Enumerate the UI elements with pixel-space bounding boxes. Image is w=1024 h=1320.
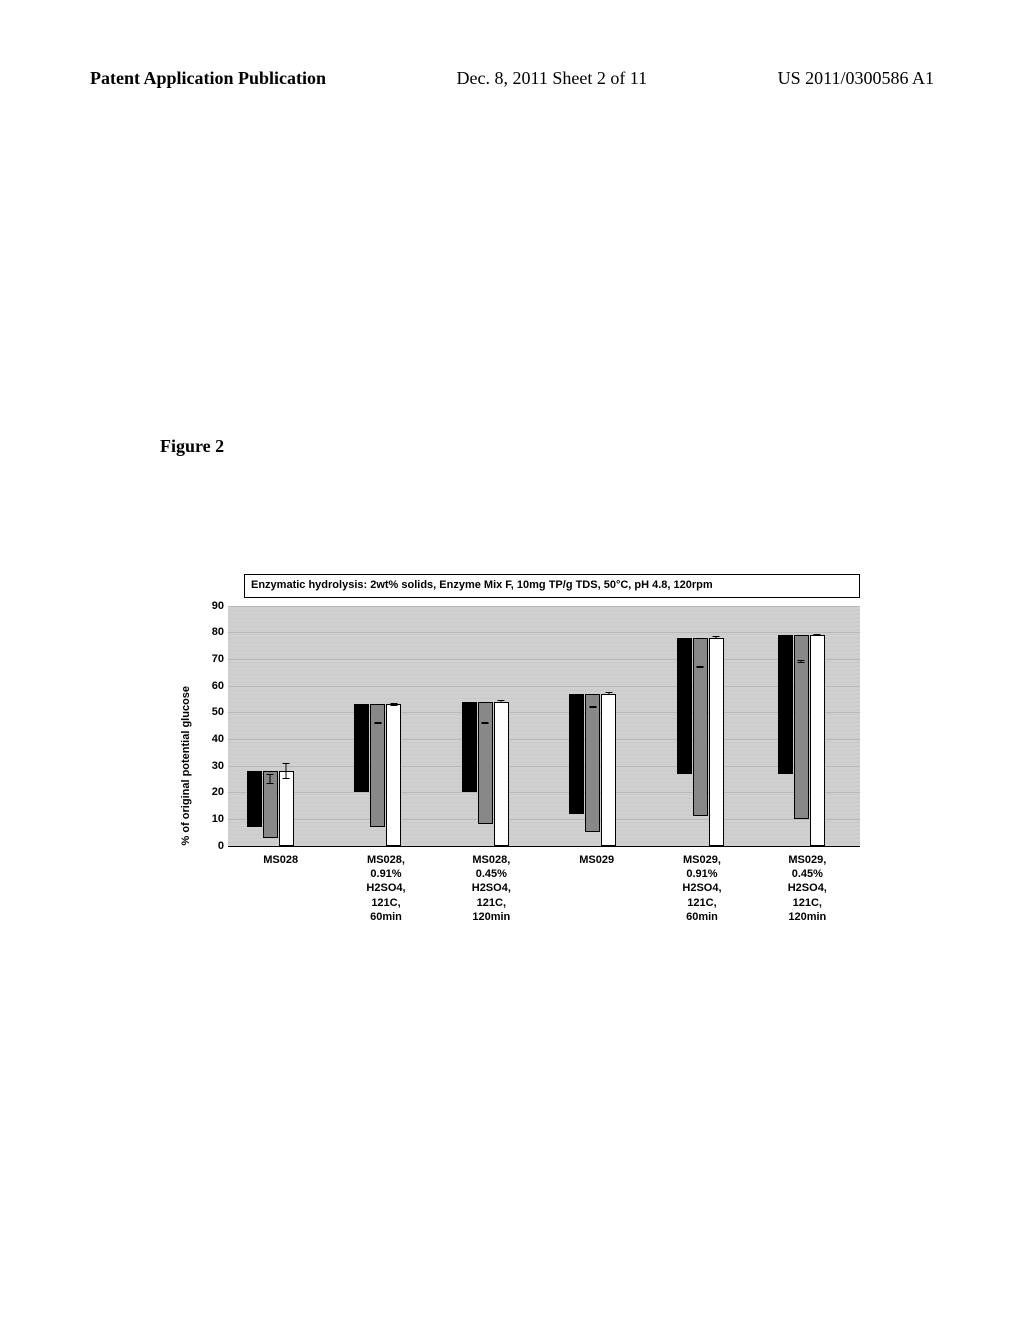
y-tick-label: 10 bbox=[212, 813, 224, 825]
y-tick-label: 20 bbox=[212, 786, 224, 798]
y-tick-label: 60 bbox=[212, 680, 224, 692]
error-bar bbox=[501, 700, 502, 703]
error-bar bbox=[801, 660, 802, 663]
y-tick-label: 90 bbox=[212, 600, 224, 612]
y-tick-label: 30 bbox=[212, 760, 224, 772]
plot-region: 0102030405060708090 MS028MS028, 0.91% H2… bbox=[198, 606, 860, 924]
bar bbox=[354, 704, 369, 792]
error-bar bbox=[377, 722, 378, 725]
bar-group bbox=[247, 771, 294, 846]
error-bar bbox=[700, 666, 701, 669]
gridline bbox=[228, 819, 860, 820]
x-axis-label: MS029 bbox=[544, 853, 649, 924]
error-bar bbox=[817, 634, 818, 637]
gridline bbox=[228, 766, 860, 767]
bar-group bbox=[354, 704, 401, 845]
x-axis-label: MS029, 0.91% H2SO4, 121C, 60min bbox=[649, 853, 754, 924]
y-tick-label: 40 bbox=[212, 733, 224, 745]
error-bar bbox=[270, 774, 271, 785]
error-bar bbox=[608, 692, 609, 695]
bar-group bbox=[778, 635, 825, 846]
bar bbox=[247, 771, 262, 827]
bar bbox=[478, 702, 493, 825]
header-right: US 2011/0300586 A1 bbox=[778, 68, 934, 89]
bar bbox=[778, 635, 793, 774]
error-bar bbox=[592, 706, 593, 709]
page-header: Patent Application Publication Dec. 8, 2… bbox=[0, 68, 1024, 89]
x-axis-label: MS028, 0.91% H2SO4, 121C, 60min bbox=[333, 853, 438, 924]
gridline bbox=[228, 659, 860, 660]
figure-label: Figure 2 bbox=[160, 436, 224, 457]
error-bar bbox=[716, 636, 717, 639]
x-axis-labels: MS028MS028, 0.91% H2SO4, 121C, 60minMS02… bbox=[228, 853, 860, 924]
y-tick-label: 50 bbox=[212, 706, 224, 718]
bar bbox=[386, 704, 401, 845]
bar bbox=[709, 638, 724, 846]
error-bar bbox=[485, 722, 486, 725]
bar bbox=[494, 702, 509, 846]
bar-group bbox=[569, 694, 616, 846]
plot-area: 0102030405060708090 bbox=[228, 606, 860, 847]
y-tick-label: 80 bbox=[212, 626, 224, 638]
y-tick-label: 70 bbox=[212, 653, 224, 665]
bar-group bbox=[462, 702, 509, 846]
x-axis-label: MS028, 0.45% H2SO4, 121C, 120min bbox=[439, 853, 544, 924]
chart-title: Enzymatic hydrolysis: 2wt% solids, Enzym… bbox=[244, 574, 860, 598]
gridline bbox=[228, 739, 860, 740]
x-axis-label: MS028 bbox=[228, 853, 333, 924]
error-bar bbox=[286, 763, 287, 779]
bar bbox=[693, 638, 708, 817]
bar bbox=[462, 702, 477, 793]
gridline bbox=[228, 606, 860, 607]
gridline bbox=[228, 792, 860, 793]
bar bbox=[677, 638, 692, 774]
gridline bbox=[228, 686, 860, 687]
bar-group bbox=[677, 638, 724, 846]
bar bbox=[601, 694, 616, 846]
x-axis-label: MS029, 0.45% H2SO4, 121C, 120min bbox=[755, 853, 860, 924]
y-tick-label: 0 bbox=[218, 840, 224, 852]
bar bbox=[279, 771, 294, 846]
bar bbox=[585, 694, 600, 833]
bar bbox=[810, 635, 825, 846]
error-bar bbox=[393, 703, 394, 706]
header-center: Dec. 8, 2011 Sheet 2 of 11 bbox=[457, 68, 648, 89]
bar bbox=[569, 694, 584, 814]
gridline bbox=[228, 632, 860, 633]
header-left: Patent Application Publication bbox=[90, 68, 326, 89]
chart-container: Enzymatic hydrolysis: 2wt% solids, Enzym… bbox=[180, 574, 860, 924]
gridline bbox=[228, 712, 860, 713]
error-bar bbox=[254, 784, 255, 795]
y-axis-label: % of original potential glucose bbox=[180, 606, 192, 924]
